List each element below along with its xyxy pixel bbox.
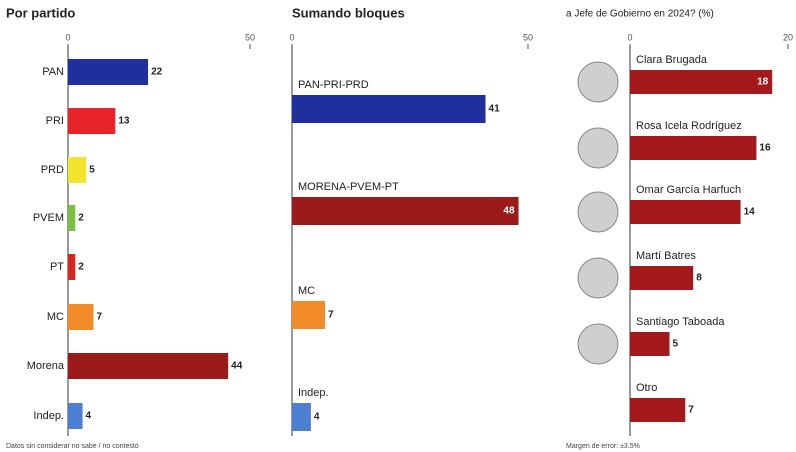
bar	[292, 197, 519, 225]
category-label: Rosa Icela Rodríguez	[636, 120, 742, 132]
panel-title: Por partido	[6, 5, 75, 20]
x-tick-label: 50	[523, 32, 533, 42]
bar	[630, 70, 773, 94]
value-label: 48	[503, 206, 515, 217]
value-label: 22	[151, 67, 163, 78]
value-label: 5	[673, 339, 679, 350]
bar	[68, 353, 229, 379]
bar	[68, 205, 76, 231]
category-label: Indep.	[298, 387, 329, 399]
x-tick-label: 50	[245, 32, 255, 42]
panel-title: Sumando bloques	[292, 5, 405, 20]
value-label: 7	[328, 310, 334, 321]
category-label: Indep.	[33, 410, 64, 422]
category-label: PRD	[41, 164, 64, 176]
footnote: Margen de error: ±3.5%	[566, 443, 640, 450]
category-label: PT	[50, 261, 64, 273]
panel-title: a Jefe de Gobierno en 2024? (%)	[566, 9, 714, 20]
bar	[68, 403, 83, 429]
category-label: PAN-PRI-PRD	[298, 79, 369, 91]
footnote: Datos sin considerar no sabe / no contes…	[6, 443, 139, 450]
photo	[577, 127, 619, 169]
bar	[292, 301, 326, 329]
value-label: 4	[86, 411, 92, 422]
value-label: 14	[744, 207, 756, 218]
bar	[630, 200, 741, 224]
category-label: Martí Batres	[636, 250, 696, 262]
photo	[577, 191, 619, 233]
category-label: PAN	[42, 66, 64, 78]
x-tick-label: 0	[65, 32, 70, 42]
value-label: 4	[314, 412, 320, 423]
bar	[292, 403, 311, 431]
photo	[577, 61, 619, 103]
bar	[630, 398, 686, 422]
bar	[292, 95, 486, 123]
bar	[630, 136, 757, 160]
category-label: Otro	[636, 382, 657, 394]
photos	[577, 61, 619, 365]
bar	[68, 157, 87, 183]
value-label: 41	[489, 104, 501, 115]
value-label: 8	[696, 273, 702, 284]
value-label: 7	[688, 405, 694, 416]
bar	[68, 254, 76, 280]
bar	[630, 332, 670, 356]
bar	[68, 59, 149, 85]
category-label: Clara Brugada	[636, 54, 708, 66]
value-label: 2	[78, 213, 84, 224]
value-label: 5	[89, 165, 95, 176]
category-label: MC	[47, 311, 64, 323]
photo	[577, 323, 619, 365]
value-label: 2	[78, 262, 84, 273]
bar	[68, 108, 116, 134]
value-label: 18	[757, 77, 769, 88]
bar	[630, 266, 694, 290]
value-label: 44	[231, 361, 243, 372]
category-label: PVEM	[33, 212, 64, 224]
x-tick-label: 0	[289, 32, 294, 42]
category-label: Santiago Taboada	[636, 316, 725, 328]
category-label: MC	[298, 285, 315, 297]
x-tick-label: 0	[627, 32, 632, 42]
category-label: Morena	[27, 360, 65, 372]
value-label: 16	[759, 143, 771, 154]
category-label: PRI	[46, 115, 64, 127]
photo	[577, 257, 619, 299]
x-tick-label: 20	[783, 32, 793, 42]
value-label: 13	[118, 116, 130, 127]
value-label: 7	[96, 312, 102, 323]
category-label: Omar García Harfuch	[636, 184, 741, 196]
category-label: MORENA-PVEM-PT	[298, 181, 399, 193]
bar	[68, 304, 94, 330]
